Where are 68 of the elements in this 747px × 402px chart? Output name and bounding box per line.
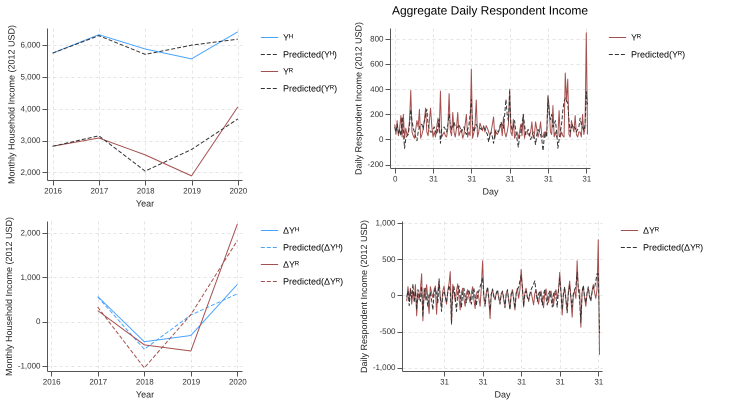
y-tick-label: 400 [370,84,384,94]
x-axis-title: Year [136,198,154,208]
x-tick-label: 31 [429,174,439,184]
y-axis-title: Daily Respondent Income (2012 USD) [353,22,364,176]
y-tick-label: 0 [379,135,384,144]
y-tick-label: 0 [36,317,42,326]
x-tick-label: 2016 [42,378,62,386]
x-tick-label: 31 [544,174,554,184]
x-axis-title: Day [482,186,499,196]
y-tick-label: 800 [370,34,384,44]
x-axis-title: Day [494,390,511,400]
x-tick-label: 31 [582,174,592,184]
legend-label: Predicted(ΔYᴴ) [283,242,343,252]
x-tick-label: 31 [467,174,477,184]
x-tick-label: 2018 [136,378,154,386]
x-tick-label: 31 [594,378,604,386]
x-tick-label: 31 [556,378,566,386]
x-tick-label: 2019 [182,378,201,386]
line-series [406,239,600,356]
x-tick-label: 2016 [44,186,63,196]
y-tick-label: 4,000 [20,104,42,114]
y-tick-label: -1,000 [372,363,396,372]
y-tick-label: -500 [379,327,396,336]
line-series [406,272,600,334]
legend-label: ΔYᴴ [283,226,300,236]
x-tick-label: 2017 [89,378,108,386]
y-tick-label: 6,000 [20,40,42,50]
line-series [52,35,238,55]
y-tick-label: 5,000 [20,72,42,82]
y-tick-label: 1,000 [20,272,42,282]
x-tick-label: 2018 [136,186,156,196]
legend-label: Predicted(Yᴴ) [283,50,337,60]
x-tick-label: 31 [506,174,516,184]
legend-label: ΔYᴿ [643,226,660,236]
y-tick-label: 0 [391,290,396,300]
x-tick-label: 31 [478,378,488,386]
line-series [52,106,238,176]
y-tick-label: 200 [370,110,384,119]
x-tick-label: 31 [517,378,527,386]
legend-label: Predicted(ΔYᴿ) [643,242,704,252]
y-tick-label: 500 [382,254,396,264]
x-axis-title: Year [136,390,154,400]
legend-label: Yᴿ [283,66,294,76]
x-tick-label: 2017 [90,186,109,196]
y-tick-label: 600 [370,60,384,69]
legend-label: Predicted(Yᴿ) [283,84,338,94]
y-tick-label: -1,000 [18,362,42,371]
y-tick-label: 2,000 [20,228,42,238]
legend-label: ΔYᴿ [283,260,300,270]
y-tick-label: -200 [367,160,384,170]
line-series [394,32,588,139]
y-tick-label: 2,000 [20,168,42,177]
x-tick-label: 2019 [183,186,202,196]
line-series [52,118,238,172]
chart-title: Aggregate Daily Respondent Income [392,3,588,18]
x-tick-label: 2020 [228,378,248,386]
y-axis-title: Monthly Household Income (2012 USD) [4,216,14,376]
legend-label: Yᴴ [283,32,294,42]
legend-label: Yᴿ [631,32,642,42]
y-tick-label: 3,000 [20,136,42,146]
y-axis-title: Monthly Household Income (2012 USD) [6,24,16,184]
y-axis-title: Daily Respondent Income (2012 USD) [358,220,369,374]
x-tick-label: 31 [440,378,450,386]
legend-label: Predicted(Yᴿ) [631,50,686,60]
line-series [394,91,588,152]
x-tick-label: 2020 [229,186,248,196]
y-tick-label: 1,000 [375,218,396,228]
legend-label: Predicted(ΔYᴿ) [283,276,344,286]
